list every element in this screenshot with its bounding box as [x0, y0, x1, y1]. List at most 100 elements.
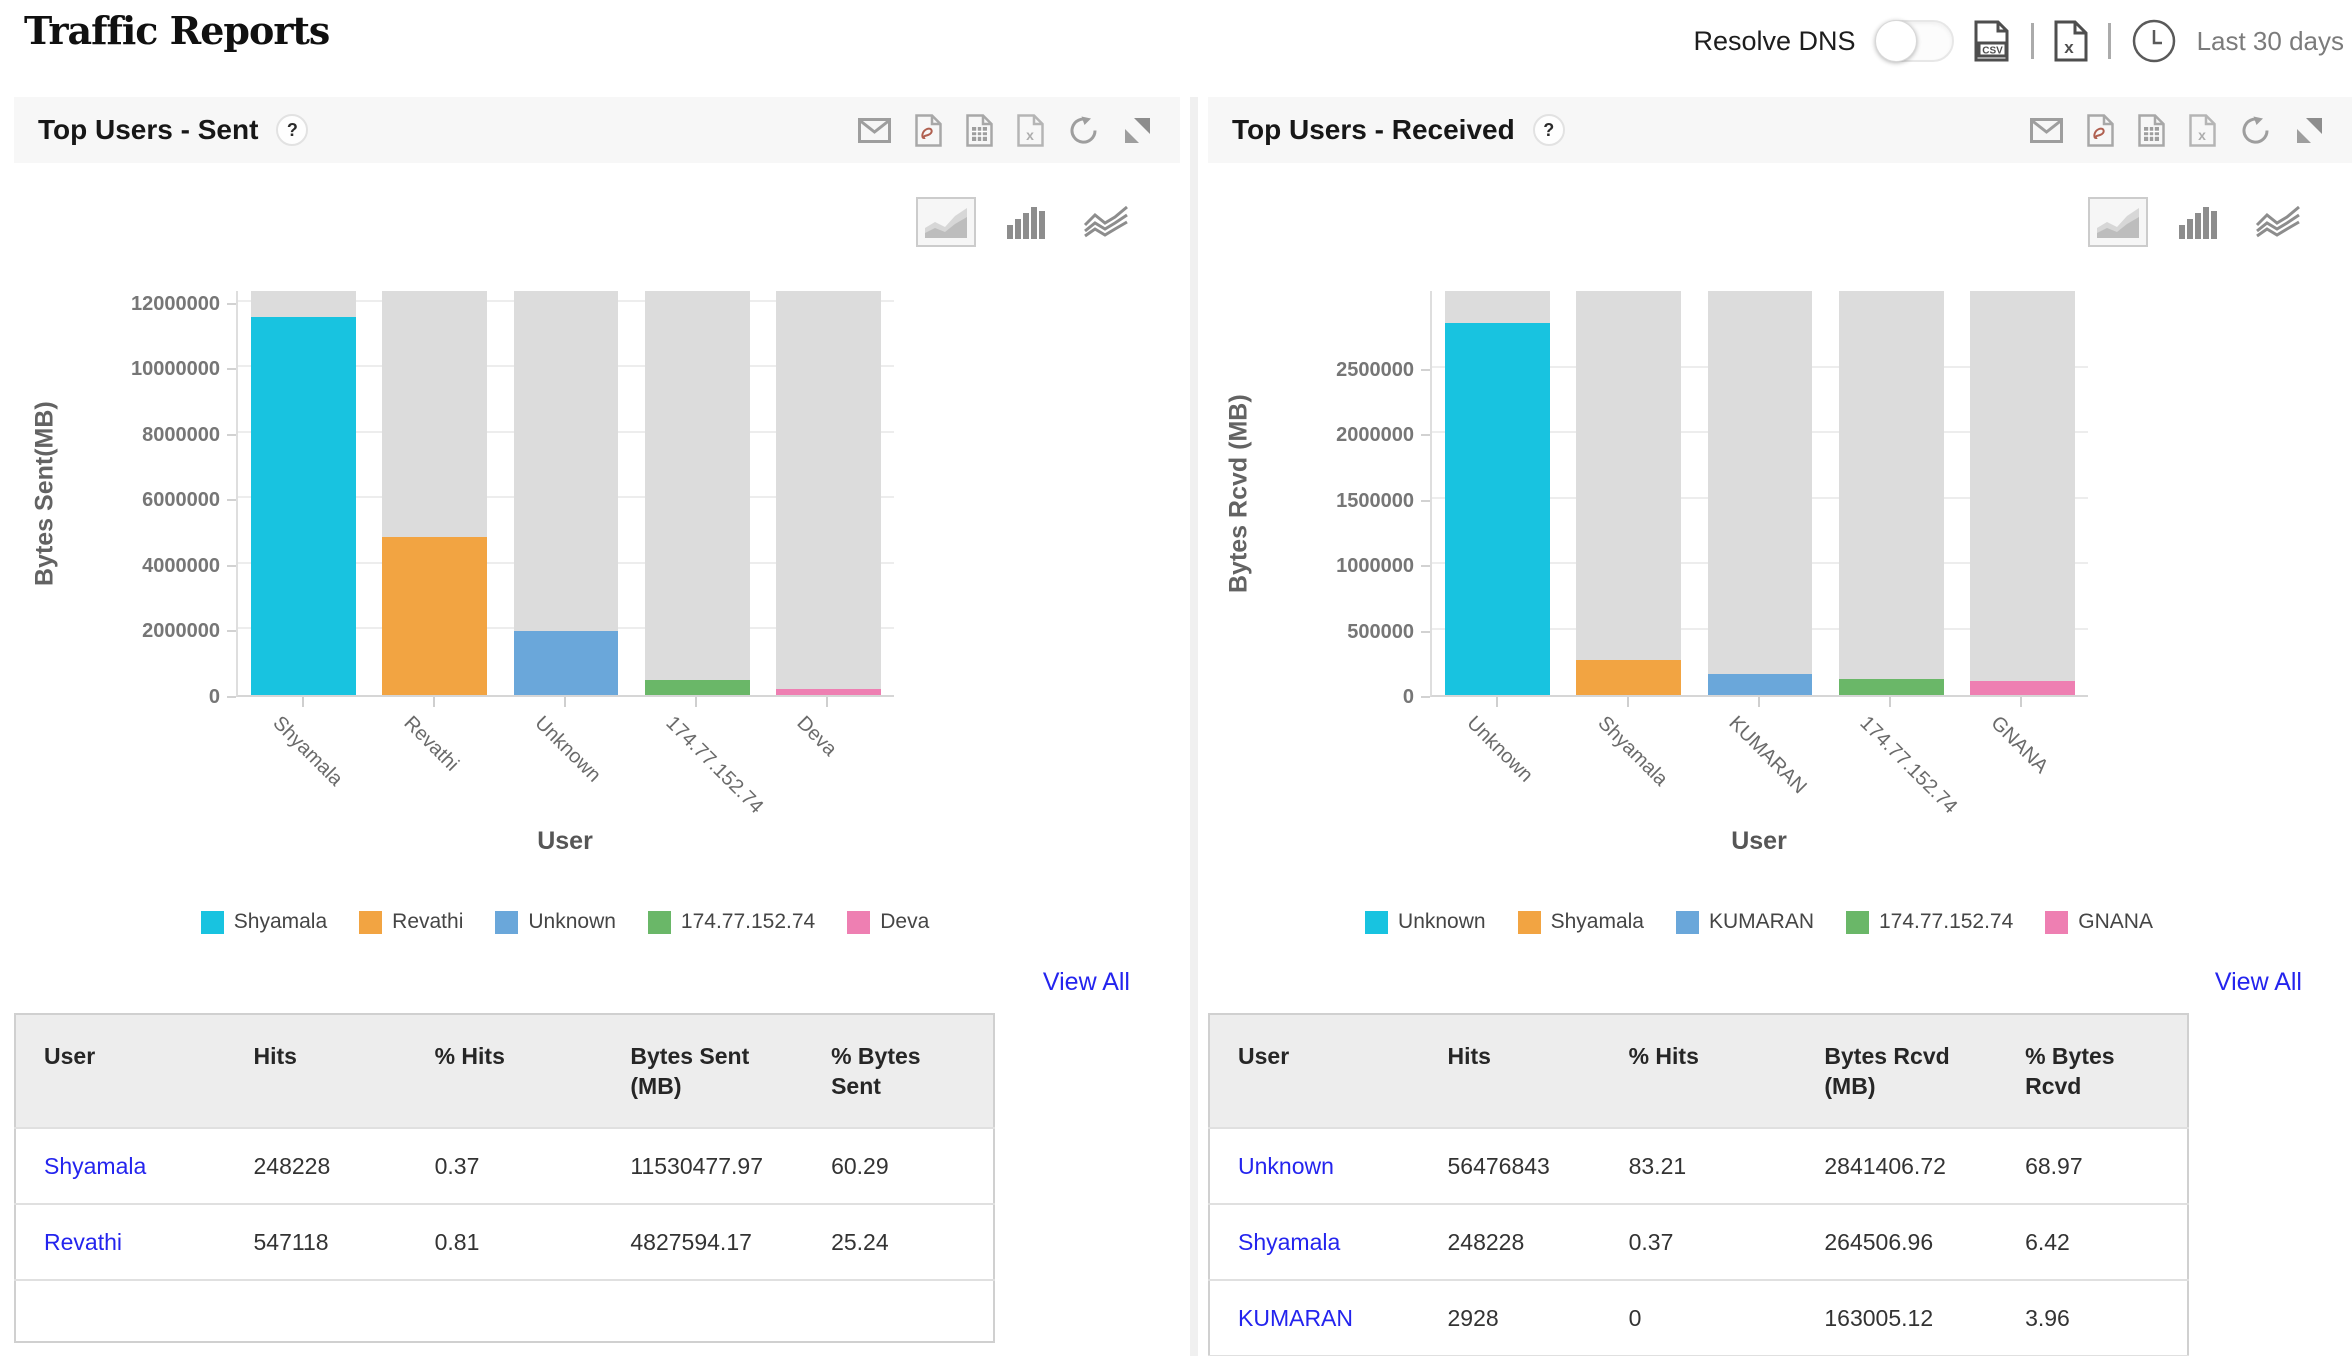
- panels-row: Top Users - Sent ? x Bytes Sent(MB) 0 200…: [0, 97, 2352, 1356]
- bar-track: [644, 291, 750, 695]
- y-tick-mark: [227, 368, 236, 371]
- bar-174.77.152.74[interactable]: [1838, 678, 1944, 695]
- spreadsheet-export-icon[interactable]: [2138, 113, 2165, 147]
- legend-label: Shyamala: [233, 910, 328, 933]
- x-tick-label: Shyamala: [268, 712, 347, 791]
- user-link[interactable]: KUMARAN: [1238, 1305, 1354, 1331]
- user-link[interactable]: Unknown: [1238, 1153, 1334, 1179]
- email-icon[interactable]: [858, 117, 891, 143]
- bar-Shyamala[interactable]: [251, 317, 357, 695]
- help-icon[interactable]: ?: [276, 114, 309, 146]
- y-tick-mark: [227, 499, 236, 502]
- table-row: KUMARAN 2928 0 163005.12 3.96: [1209, 1280, 2188, 1356]
- x-tick-mark: [432, 697, 435, 707]
- table-cell: 3.96: [2025, 1305, 2070, 1331]
- legend-item-Shyamala[interactable]: Shyamala: [1517, 910, 1644, 934]
- legend-label: 174.77.152.74: [680, 910, 816, 933]
- x-tick-mark: [1626, 697, 1629, 707]
- bar-track: [775, 291, 881, 695]
- legend-item-Revathi[interactable]: Revathi: [359, 910, 463, 934]
- view-all-link[interactable]: View All: [2214, 968, 2302, 996]
- chart-legend: Shyamala Revathi Unknown 174.77.152.74 Deva: [200, 910, 929, 934]
- legend-item-Deva[interactable]: Deva: [847, 910, 929, 934]
- y-tick-label: 1000000: [1336, 555, 1414, 578]
- table-row: Revathi 547118 0.81 4827594.17 25.24: [15, 1204, 994, 1280]
- time-range-label[interactable]: Last 30 days: [2196, 25, 2344, 56]
- user-link[interactable]: Revathi: [44, 1229, 122, 1255]
- area-chart-icon[interactable]: [2088, 197, 2148, 247]
- legend-item-Shyamala[interactable]: Shyamala: [200, 910, 328, 934]
- expand-icon[interactable]: [1123, 116, 1152, 145]
- area-chart-icon[interactable]: [916, 197, 976, 247]
- x-tick-label: Revathi: [399, 712, 463, 776]
- x-tick-label: Unknown: [530, 712, 605, 787]
- legend-label: GNANA: [2078, 910, 2153, 933]
- legend-item-Unknown[interactable]: Unknown: [1365, 910, 1486, 934]
- x-tick-mark: [301, 697, 304, 707]
- refresh-icon[interactable]: [2240, 115, 2271, 146]
- bar-GNANA[interactable]: [1969, 680, 2075, 695]
- y-tick-mark: [1421, 565, 1430, 568]
- bar-chart-icon[interactable]: [1002, 200, 1052, 244]
- resolve-dns-toggle[interactable]: [1874, 20, 1954, 62]
- clock-icon[interactable]: [2131, 18, 2177, 64]
- y-tick-label: 10000000: [131, 358, 220, 381]
- user-link[interactable]: Shyamala: [1238, 1229, 1341, 1255]
- svg-text:x: x: [2064, 38, 2074, 57]
- column-header: Hits: [1419, 1014, 1601, 1128]
- svg-text:x: x: [1026, 127, 1034, 143]
- xls-export-icon[interactable]: x: [2054, 20, 2088, 62]
- legend-item-KUMARAN[interactable]: KUMARAN: [1675, 910, 1814, 934]
- panel-top-users-sent: Top Users - Sent ? x Bytes Sent(MB) 0 200…: [14, 97, 1180, 1356]
- legend-item-GNANA[interactable]: GNANA: [2045, 910, 2153, 934]
- table-header-row: User Hits% Hits Bytes Rcvd (MB)% Bytes Rcv…: [1209, 1014, 2188, 1128]
- bar-Deva[interactable]: [775, 689, 881, 695]
- bar-chart-icon[interactable]: [2174, 200, 2224, 244]
- plot-area: [1430, 291, 2088, 697]
- users-table: User Hits% Hits Bytes Sent(MB)% Bytes Sent…: [14, 1013, 995, 1343]
- y-axis-title: Bytes Sent(MB): [30, 401, 59, 587]
- panel-header: Top Users - Sent ? x: [14, 97, 1180, 163]
- column-header: % Hits: [1600, 1014, 1797, 1128]
- spreadsheet-export-icon[interactable]: [966, 113, 993, 147]
- expand-icon[interactable]: [2295, 116, 2324, 145]
- y-tick-label: 8000000: [142, 423, 220, 446]
- help-icon[interactable]: ?: [1532, 114, 1565, 146]
- email-icon[interactable]: [2030, 117, 2063, 143]
- bar-track: [1969, 291, 2075, 695]
- bar-Unknown[interactable]: [1445, 322, 1551, 695]
- legend-item-174.77.152.74[interactable]: 174.77.152.74: [1846, 910, 2013, 934]
- line-chart-icon[interactable]: [2250, 200, 2306, 244]
- csv-export-icon[interactable]: CSV: [1974, 20, 2011, 62]
- y-tick-mark: [1421, 499, 1430, 502]
- bar-track: [1707, 291, 1813, 695]
- x-axis-ticks: Unknown Shyamala KUMARAN 174.77.152.74 GNANA: [1430, 697, 2088, 819]
- bar-174.77.152.74[interactable]: [644, 680, 750, 695]
- chart-type-switcher: [1208, 197, 2306, 247]
- view-all-link[interactable]: View All: [1042, 968, 1130, 996]
- line-chart-icon[interactable]: [1078, 200, 1134, 244]
- pdf-export-icon[interactable]: [2087, 113, 2114, 147]
- legend-swatch: [359, 910, 383, 934]
- x-tick-mark: [2020, 697, 2023, 707]
- panel-toolbar: x: [2030, 113, 2324, 147]
- table-cell: 248228: [253, 1153, 331, 1179]
- x-axis-title: User: [537, 827, 593, 855]
- excel-export-icon[interactable]: x: [1017, 113, 1044, 147]
- y-tick-label: 2000000: [1336, 424, 1414, 447]
- legend-item-Unknown[interactable]: Unknown: [495, 910, 616, 934]
- refresh-icon[interactable]: [1068, 115, 1099, 146]
- pdf-export-icon[interactable]: [915, 113, 942, 147]
- user-link[interactable]: Shyamala: [44, 1153, 147, 1179]
- legend-label: Unknown: [1398, 910, 1486, 933]
- bar-Revathi[interactable]: [382, 536, 488, 695]
- legend-item-174.77.152.74[interactable]: 174.77.152.74: [647, 910, 816, 934]
- bar-Unknown[interactable]: [513, 631, 619, 695]
- excel-export-icon[interactable]: x: [2189, 113, 2216, 147]
- panel-toolbar: x: [858, 113, 1152, 147]
- column-header: % Hits: [406, 1014, 603, 1128]
- legend-label: Shyamala: [1550, 910, 1644, 933]
- table-row: Shyamala 248228 0.37 264506.96 6.42: [1209, 1204, 2188, 1280]
- bar-KUMARAN[interactable]: [1707, 673, 1813, 695]
- bar-Shyamala[interactable]: [1576, 660, 1682, 695]
